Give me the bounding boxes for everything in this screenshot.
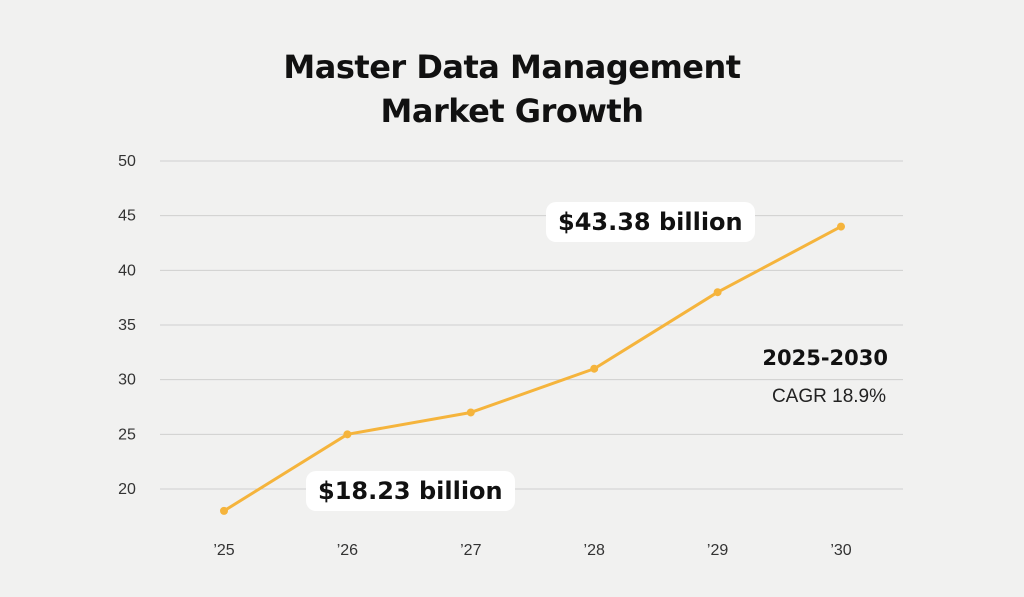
y-tick-label-45: 45 bbox=[118, 208, 136, 225]
x-tick-label-1: ’26 bbox=[337, 542, 358, 559]
chart-title-line-2: Market Growth bbox=[380, 92, 644, 130]
cagr-rate-label: CAGR 18.9% bbox=[771, 386, 886, 407]
x-tick-label-0: ’25 bbox=[213, 542, 234, 559]
y-tick-label-25: 25 bbox=[118, 426, 136, 443]
data-point-5 bbox=[837, 222, 845, 231]
data-point-3 bbox=[590, 364, 599, 373]
end-value-callout: $43.38 billion bbox=[546, 202, 755, 242]
start-value-callout: $18.23 billion bbox=[306, 471, 515, 511]
y-tick-label-40: 40 bbox=[118, 262, 136, 279]
y-tick-label-50: 50 bbox=[118, 153, 136, 170]
data-point-2 bbox=[466, 408, 475, 417]
cagr-period-label: 2025-2030 bbox=[762, 346, 888, 370]
series-line-0 bbox=[222, 225, 843, 513]
x-tick-label-5: ’30 bbox=[830, 542, 851, 559]
x-tick-label-2: ’27 bbox=[460, 542, 481, 559]
x-tick-label-4: ’29 bbox=[707, 542, 728, 559]
y-tick-label-35: 35 bbox=[118, 317, 136, 334]
y-tick-label-20: 20 bbox=[118, 481, 136, 498]
chart-title-line-1: Master Data Management bbox=[283, 48, 741, 86]
data-point-0 bbox=[220, 506, 228, 515]
data-point-4 bbox=[713, 288, 722, 297]
data-point-1 bbox=[343, 430, 352, 439]
y-tick-label-30: 30 bbox=[118, 372, 136, 389]
x-tick-label-3: ’28 bbox=[584, 542, 605, 559]
